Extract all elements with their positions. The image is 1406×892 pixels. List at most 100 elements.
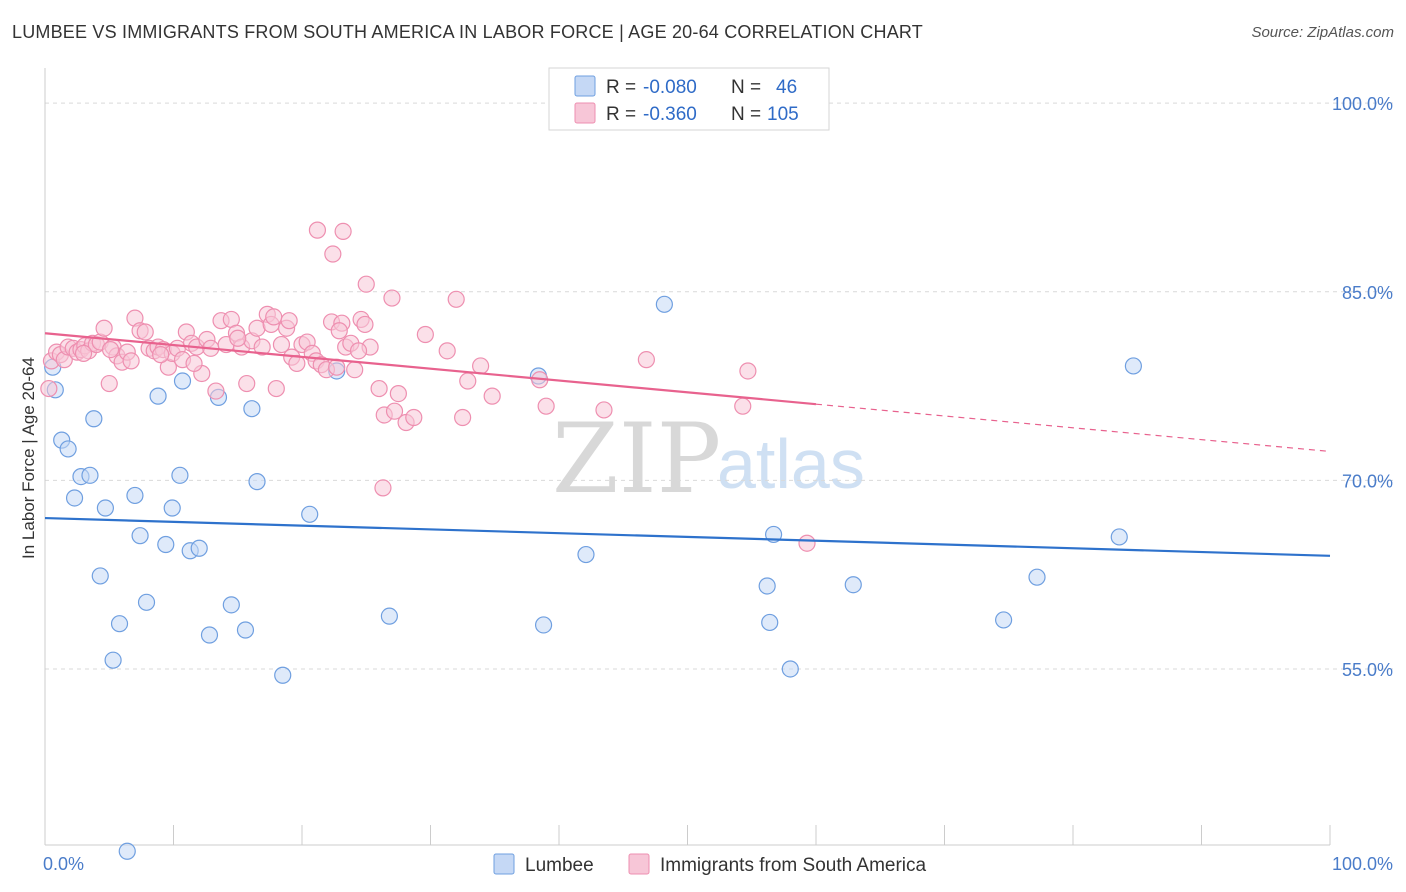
- legend-box: [548, 67, 830, 131]
- y-tick-label: 70.0%: [1342, 471, 1393, 491]
- y-axis-label: In Labor Force | Age 20-64: [19, 357, 38, 559]
- y-tick-label: 55.0%: [1342, 660, 1393, 680]
- legend-swatch-immigrants: [574, 102, 596, 124]
- source-label: Source: ZipAtlas.com: [1251, 24, 1394, 41]
- lumbee-point: [200, 626, 219, 644]
- watermark: ZIP atlas: [552, 403, 865, 515]
- lumbee-point: [126, 486, 144, 505]
- legend-r-label-immigrants: R =: [606, 104, 636, 125]
- immigrants-point: [238, 374, 256, 393]
- lumbee-point: [577, 545, 595, 564]
- immigrants-point: [389, 385, 407, 403]
- bottom-legend: Lumbee Immigrants from South America: [493, 853, 927, 876]
- immigrants-point: [416, 325, 434, 344]
- legend-swatch-lumbee: [574, 75, 596, 97]
- immigrants-point: [637, 351, 655, 369]
- lumbee-point: [236, 621, 255, 639]
- immigrants-point: [374, 479, 392, 497]
- immigrants-point: [537, 397, 555, 415]
- y-tick-label: 85.0%: [1342, 283, 1393, 303]
- lumbee-point: [149, 387, 167, 405]
- lumbee-point: [65, 489, 84, 507]
- lumbee-point: [85, 410, 103, 428]
- lumbee-point: [1110, 528, 1128, 546]
- lumbee-point: [190, 539, 208, 557]
- lumbee-point: [844, 576, 862, 594]
- immigrants-point: [459, 372, 477, 390]
- bottom-legend-label-lumbee: Lumbee: [525, 855, 594, 876]
- lumbee-point: [380, 607, 398, 625]
- immigrants-point: [383, 289, 401, 307]
- immigrants-point: [267, 379, 285, 398]
- immigrants-point: [100, 374, 118, 393]
- lumbee-point: [995, 611, 1013, 629]
- legend-r-label-lumbee: R =: [606, 77, 636, 98]
- lumbee-point: [274, 666, 292, 684]
- lumbee-point: [59, 440, 77, 458]
- immigrants-point: [334, 222, 352, 240]
- immigrants-point: [330, 322, 348, 340]
- immigrants-trend-line: [44, 332, 817, 406]
- immigrants-point: [385, 402, 404, 420]
- legend-r-value-immigrants: -0.360: [643, 104, 697, 125]
- legend-n-value-lumbee: 46: [776, 77, 797, 98]
- lumbee-point: [91, 567, 109, 585]
- immigrants-point: [798, 534, 816, 552]
- lumbee-point: [248, 473, 266, 491]
- legend-n-label-lumbee: N =: [731, 77, 761, 98]
- immigrants-point: [95, 319, 113, 337]
- trend-lines: [44, 332, 1331, 557]
- lumbee-point: [118, 842, 136, 860]
- immigrants-point: [248, 319, 266, 337]
- immigrants-point: [272, 335, 291, 354]
- immigrants-point: [472, 357, 490, 375]
- immigrants-point: [40, 379, 58, 398]
- immigrants-point: [595, 401, 613, 419]
- immigrants-point: [734, 397, 752, 415]
- bottom-legend-label-immigrants: Immigrants from South America: [660, 855, 927, 876]
- immigrants-point: [152, 346, 170, 364]
- grid-lines: [45, 102, 1393, 670]
- immigrants-point: [229, 329, 247, 347]
- bottom-legend-swatch-lumbee: [493, 853, 515, 875]
- immigrants-point: [438, 342, 456, 360]
- lumbee-point: [163, 499, 181, 517]
- immigrants-point: [483, 387, 501, 405]
- legend-r-value-lumbee: -0.080: [643, 77, 697, 98]
- x-tick-label-end: 100.0%: [1332, 854, 1393, 874]
- x-tick-label-start: 0.0%: [43, 854, 84, 874]
- immigrants-point: [74, 344, 93, 362]
- immigrants-point: [122, 352, 140, 370]
- lumbee-point: [534, 616, 553, 634]
- watermark-zip: ZIP: [552, 403, 721, 515]
- y-tick-labels: 55.0% 70.0% 85.0% 100.0%: [1332, 94, 1393, 680]
- lumbee-points: [44, 295, 1142, 860]
- lumbee-point: [104, 651, 122, 669]
- lumbee-point: [758, 577, 776, 595]
- immigrants-point: [324, 245, 342, 263]
- immigrants-point: [739, 362, 757, 380]
- lumbee-point: [1028, 568, 1046, 586]
- axes: [44, 68, 1331, 846]
- lumbee-point: [171, 466, 189, 484]
- top-legend: R = -0.080 N = 46 R = -0.360 N = 105: [548, 67, 830, 131]
- immigrants-point: [280, 312, 298, 330]
- immigrants-point: [454, 408, 472, 427]
- lumbee-point: [81, 466, 99, 484]
- immigrants-point: [357, 275, 375, 293]
- immigrants-point: [405, 408, 423, 427]
- lumbee-point: [781, 660, 799, 678]
- watermark-atlas: atlas: [717, 425, 865, 503]
- immigrants-point: [101, 340, 120, 359]
- lumbee-point: [1124, 357, 1142, 375]
- immigrants-point: [349, 342, 368, 360]
- immigrants-point: [253, 338, 271, 356]
- lumbee-point: [110, 615, 129, 633]
- legend-n-value-immigrants: 105: [767, 104, 799, 125]
- legend-n-label-immigrants: N =: [731, 104, 761, 125]
- immigrants-point: [447, 290, 465, 308]
- immigrants-points: [40, 221, 816, 552]
- lumbee-point: [173, 372, 192, 390]
- lumbee-point: [96, 499, 114, 517]
